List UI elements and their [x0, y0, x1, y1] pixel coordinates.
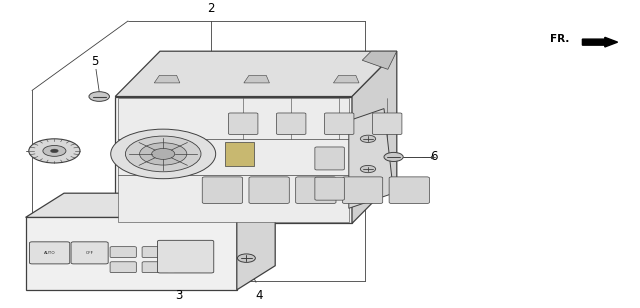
FancyBboxPatch shape: [142, 262, 168, 273]
Circle shape: [140, 143, 187, 165]
Circle shape: [125, 136, 201, 172]
Polygon shape: [333, 75, 359, 83]
Circle shape: [384, 152, 403, 161]
Polygon shape: [115, 51, 397, 96]
FancyBboxPatch shape: [29, 242, 70, 264]
Circle shape: [43, 145, 66, 156]
FancyBboxPatch shape: [276, 113, 306, 134]
FancyBboxPatch shape: [157, 240, 214, 273]
Polygon shape: [352, 51, 397, 223]
FancyBboxPatch shape: [372, 113, 402, 134]
Polygon shape: [118, 98, 349, 222]
Polygon shape: [362, 51, 397, 69]
FancyBboxPatch shape: [315, 147, 344, 170]
FancyBboxPatch shape: [249, 177, 289, 204]
Circle shape: [89, 92, 109, 101]
Text: 2: 2: [207, 2, 215, 15]
FancyBboxPatch shape: [342, 177, 383, 204]
Polygon shape: [244, 75, 269, 83]
FancyBboxPatch shape: [110, 247, 136, 257]
Polygon shape: [26, 217, 237, 290]
FancyBboxPatch shape: [296, 177, 336, 204]
FancyBboxPatch shape: [228, 113, 258, 134]
Text: OFF: OFF: [86, 251, 93, 255]
Text: 1: 1: [29, 144, 37, 157]
Text: 4: 4: [255, 289, 263, 302]
FancyBboxPatch shape: [174, 262, 200, 273]
Circle shape: [360, 135, 376, 142]
FancyBboxPatch shape: [315, 177, 344, 200]
Polygon shape: [26, 193, 275, 217]
FancyBboxPatch shape: [202, 177, 243, 204]
Text: AUTO: AUTO: [44, 251, 56, 255]
Text: 5: 5: [91, 55, 99, 68]
Circle shape: [111, 129, 216, 179]
FancyBboxPatch shape: [389, 177, 429, 204]
FancyBboxPatch shape: [71, 242, 108, 264]
Circle shape: [29, 139, 80, 163]
Circle shape: [152, 148, 175, 159]
Polygon shape: [237, 193, 275, 290]
Polygon shape: [225, 142, 254, 166]
Circle shape: [360, 165, 376, 173]
Text: 3: 3: [175, 289, 183, 302]
Text: FR.: FR.: [550, 34, 570, 44]
Polygon shape: [115, 96, 352, 223]
Polygon shape: [349, 109, 394, 208]
Circle shape: [237, 254, 255, 262]
Polygon shape: [154, 75, 180, 83]
FancyBboxPatch shape: [324, 113, 354, 134]
FancyBboxPatch shape: [110, 262, 136, 273]
FancyArrow shape: [582, 37, 618, 47]
Circle shape: [51, 149, 58, 153]
FancyBboxPatch shape: [142, 247, 168, 257]
FancyBboxPatch shape: [174, 247, 200, 257]
Text: 6: 6: [430, 150, 438, 164]
